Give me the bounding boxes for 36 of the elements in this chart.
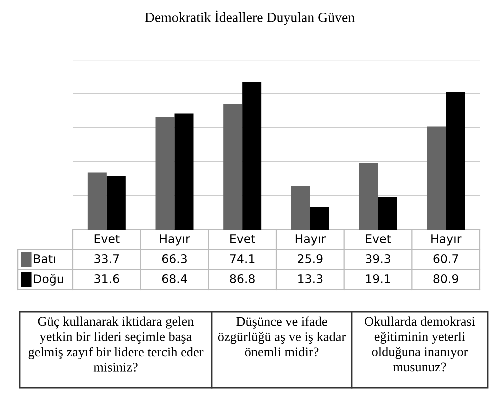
legend-label: Batı (34, 254, 56, 264)
x-tick-label: Hayır (296, 234, 326, 246)
bar (224, 104, 243, 230)
x-tick-label: Evet (366, 234, 392, 244)
data-label: 39.3 (366, 254, 390, 264)
data-label: 66.3 (162, 254, 187, 264)
bar (88, 172, 107, 230)
legend-label: Doğu (34, 274, 64, 286)
bar (106, 176, 126, 230)
text: Okullarda demokrasi eğitiminin yeterli olduğuna inanıyor musunuz? (365, 316, 476, 372)
bar (291, 186, 310, 230)
data-label: 13.3 (298, 274, 323, 284)
bar (156, 117, 175, 230)
bar (446, 92, 466, 230)
x-tick-label: Hayır (432, 234, 462, 246)
x-tick-label: Evet (94, 234, 120, 244)
data-label: 31.6 (94, 274, 120, 284)
data-label: 33.7 (94, 254, 120, 264)
data-label: 25.9 (298, 254, 323, 264)
text: Düşünce ve ifade özgürlüğü aş ve iş kadar önemli midir? (218, 316, 346, 357)
data-label: 86.8 (230, 274, 255, 284)
x-tick-label: Hayır (160, 234, 190, 246)
data-label: 80.9 (434, 274, 458, 284)
bar (242, 82, 262, 230)
bar (359, 163, 378, 230)
bar (378, 198, 398, 230)
x-tick-label: Evet (230, 234, 256, 244)
text: Güç kullanarak iktidara gelen yetkin bir lideri seçimle başa gelmiş zayıf bir lidere tercih eder misiniz? (28, 316, 204, 372)
bar (427, 126, 446, 230)
data-label: 19.1 (366, 274, 390, 284)
bar (310, 207, 330, 230)
data-label: 60.7 (434, 254, 458, 264)
data-label: 74.1 (230, 254, 255, 264)
data-label: 68.4 (162, 274, 188, 284)
bar (174, 114, 194, 230)
chart-title: Demokratik İdeallere Duyulan Güven (145, 10, 355, 26)
